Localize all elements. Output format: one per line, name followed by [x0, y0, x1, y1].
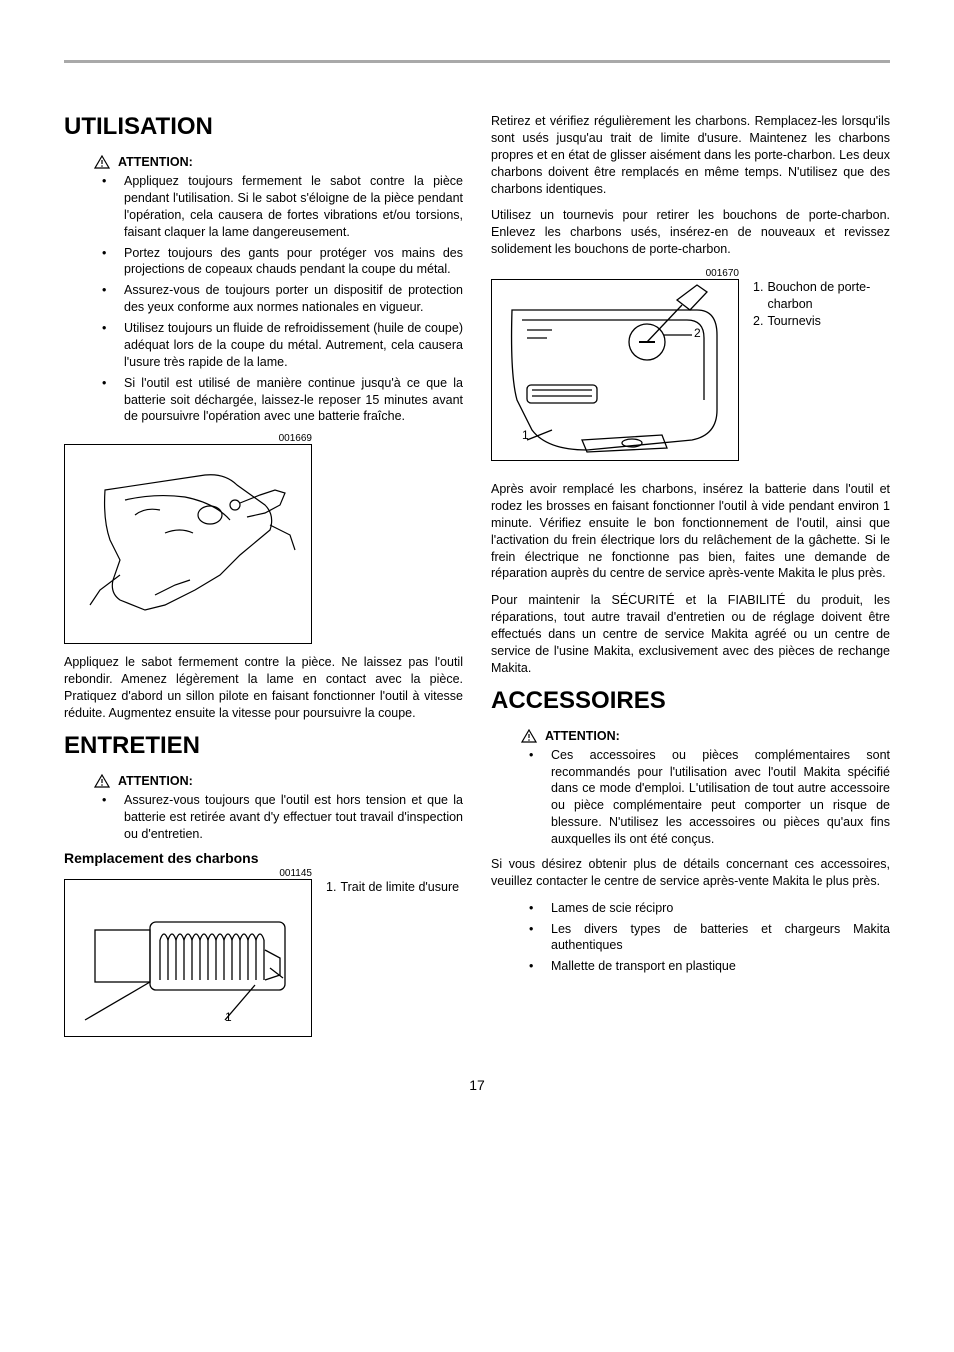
heading-entretien: ENTRETIEN	[64, 732, 463, 760]
right-para-5: Si vous désirez obtenir plus de détails …	[491, 856, 890, 890]
attention-label-1: ATTENTION:	[118, 155, 193, 169]
attention-label-3: ATTENTION:	[545, 729, 620, 743]
figure-001145-legend: 1. Trait de limite d'usure	[326, 879, 459, 896]
right-para-1: Retirez et vérifiez régulièrement les ch…	[491, 113, 890, 197]
legend-item: 1. Bouchon de porte-charbon	[753, 279, 890, 313]
list-item: Mallette de transport en plastique	[521, 958, 890, 975]
utilisation-bullets: Appliquez toujours fermement le sabot co…	[64, 173, 463, 425]
attention-label-2: ATTENTION:	[118, 774, 193, 788]
right-para-3: Après avoir remplacé les charbons, insér…	[491, 481, 890, 582]
legend-item: 1. Trait de limite d'usure	[326, 879, 459, 896]
attention-row-1: ATTENTION:	[94, 155, 463, 169]
figure-001145-svg	[65, 880, 313, 1038]
legend-num: 2.	[753, 313, 763, 330]
warning-icon	[94, 774, 110, 788]
para-after-fig1: Appliquez le sabot fermement contre la p…	[64, 654, 463, 722]
legend-text: Tournevis	[767, 313, 821, 330]
figure-001670-legend: 1. Bouchon de porte-charbon 2. Tournevis	[753, 279, 890, 330]
page: UTILISATION ATTENTION: Appliquez toujour…	[0, 0, 954, 1133]
legend-text: Trait de limite d'usure	[340, 879, 459, 896]
two-column-layout: UTILISATION ATTENTION: Appliquez toujour…	[64, 113, 890, 1037]
right-para-2: Utilisez un tournevis pour retirer les b…	[491, 207, 890, 258]
legend-num: 1.	[753, 279, 763, 313]
figure-001669-wrap: 001669	[64, 433, 463, 644]
list-item: Appliquez toujours fermement le sabot co…	[94, 173, 463, 241]
list-item: Portez toujours des gants pour protéger …	[94, 245, 463, 279]
heading-accessoires: ACCESSOIRES	[491, 687, 890, 715]
figure-001669	[64, 444, 312, 644]
subheading-charbons: Remplacement des charbons	[64, 850, 463, 866]
figure-001670-callout-2: 2	[694, 326, 701, 340]
figure-001145: 1	[64, 879, 312, 1037]
warning-icon	[94, 155, 110, 169]
figure-001670-callout-1: 1	[522, 428, 529, 442]
legend-num: 1.	[326, 879, 336, 896]
figure-code-001670: 001670	[491, 268, 739, 279]
warning-icon	[521, 729, 537, 743]
heading-utilisation: UTILISATION	[64, 113, 463, 141]
figure-001670-wrap: 1 2 1. Bouchon de porte-charbon 2. Tourn…	[491, 279, 890, 461]
entretien-bullets: Assurez-vous toujours que l'outil est ho…	[64, 792, 463, 843]
figure-001145-wrap: 1 1. Trait de limite d'usure	[64, 879, 463, 1037]
top-rule	[64, 60, 890, 63]
list-item: Les divers types de batteries et chargeu…	[521, 921, 890, 955]
list-item: Assurez-vous toujours que l'outil est ho…	[94, 792, 463, 843]
figure-001669-svg	[65, 445, 313, 645]
list-item: Utilisez toujours un fluide de refroidis…	[94, 320, 463, 371]
attention-row-3: ATTENTION:	[521, 729, 890, 743]
page-number: 17	[64, 1077, 890, 1093]
attention-row-2: ATTENTION:	[94, 774, 463, 788]
figure-code-001669: 001669	[64, 433, 312, 444]
right-column: Retirez et vérifiez régulièrement les ch…	[491, 113, 890, 1037]
figure-001670: 1 2	[491, 279, 739, 461]
list-item: Si l'outil est utilisé de manière contin…	[94, 375, 463, 426]
list-item: Ces accessoires ou pièces complémentaire…	[521, 747, 890, 848]
legend-item: 2. Tournevis	[753, 313, 890, 330]
accessoires-bullets-1: Ces accessoires ou pièces complémentaire…	[491, 747, 890, 848]
right-para-4: Pour maintenir la SÉCURITÉ et la FIABILI…	[491, 592, 890, 676]
accessoires-bullets-2: Lames de scie récipro Les divers types d…	[491, 900, 890, 976]
figure-001145-callout-1: 1	[225, 1010, 232, 1024]
left-column: UTILISATION ATTENTION: Appliquez toujour…	[64, 113, 463, 1037]
list-item: Lames de scie récipro	[521, 900, 890, 917]
legend-text: Bouchon de porte-charbon	[767, 279, 890, 313]
list-item: Assurez-vous de toujours porter un dispo…	[94, 282, 463, 316]
figure-code-001145: 001145	[64, 868, 312, 879]
figure-001670-svg	[492, 280, 740, 462]
